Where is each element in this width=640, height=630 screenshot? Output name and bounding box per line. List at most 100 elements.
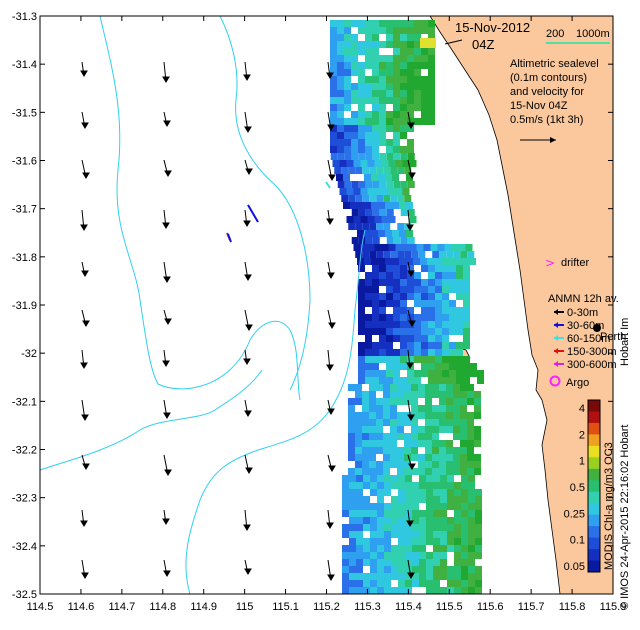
velocity-arrow xyxy=(327,399,335,415)
chl-pixel xyxy=(398,580,405,587)
velocity-arrows xyxy=(80,61,416,581)
chl-pixel xyxy=(330,146,337,153)
chl-pixel xyxy=(349,573,356,580)
chl-pixel xyxy=(358,97,365,104)
chl-pixel xyxy=(337,104,344,111)
colorbar-segment xyxy=(588,445,600,458)
chl-pixel xyxy=(379,335,386,342)
chl-pixel xyxy=(363,503,370,510)
chl-pixel xyxy=(362,447,369,454)
chl-pixel xyxy=(369,426,376,433)
chl-pixel xyxy=(393,300,400,307)
chl-pixel xyxy=(419,538,426,545)
chl-pixel xyxy=(372,125,379,132)
chl-pixel xyxy=(356,559,363,566)
chl-pixel xyxy=(461,489,468,496)
chl-pixel xyxy=(418,440,425,447)
chl-pixel xyxy=(346,160,354,167)
chl-pixel xyxy=(393,153,401,160)
chl-pixel xyxy=(407,76,414,83)
chl-pixel xyxy=(358,62,365,69)
colorbar-label: MODIS Chl-a mg/m3 OC3 xyxy=(603,442,615,570)
chl-pixel xyxy=(355,440,362,447)
chl-pixel xyxy=(393,104,400,111)
chl-pixel xyxy=(349,489,356,496)
chl-pixel xyxy=(407,104,414,111)
velocity-arrow xyxy=(327,454,336,472)
chl-pixel xyxy=(356,545,363,552)
chl-pixel xyxy=(468,496,475,503)
chl-pixel xyxy=(405,503,412,510)
chl-pixel xyxy=(475,552,482,559)
chl-pixel xyxy=(468,545,475,552)
chl-pixel xyxy=(365,321,372,328)
velocity-arrow xyxy=(81,159,90,179)
chl-pixel xyxy=(421,111,428,118)
argo-icon xyxy=(549,375,561,387)
chl-pixel xyxy=(439,391,446,398)
chl-pixel xyxy=(379,90,386,97)
chl-pixel xyxy=(369,447,376,454)
chl-pixel xyxy=(376,384,383,391)
chl-pixel xyxy=(384,566,391,573)
chl-pixel xyxy=(369,391,376,398)
chl-pixel xyxy=(398,531,405,538)
velocity-arrow xyxy=(81,111,89,129)
chl-pixel xyxy=(356,510,363,517)
chl-pixel xyxy=(369,384,376,391)
chl-pixel xyxy=(384,573,391,580)
anmn-label: 60-150m xyxy=(567,333,610,345)
chl-pixel xyxy=(356,524,363,531)
chl-pixel xyxy=(351,153,359,160)
velocity-arrow xyxy=(244,454,253,474)
chl-pixel xyxy=(428,293,435,300)
chl-pixel xyxy=(383,461,390,468)
chl-pixel xyxy=(463,265,470,272)
chl-pixel xyxy=(440,559,447,566)
chl-pixel xyxy=(388,188,396,195)
chl-pixel xyxy=(461,475,468,482)
chl-pixel xyxy=(421,118,428,125)
chl-pixel xyxy=(377,489,384,496)
chl-pixel xyxy=(475,496,482,503)
chl-pixel xyxy=(379,153,387,160)
chl-pixel xyxy=(456,279,463,286)
chl-pixel xyxy=(337,76,344,83)
contour-line xyxy=(185,229,366,595)
chl-pixel xyxy=(453,384,460,391)
velocity-arrow xyxy=(81,309,90,327)
chl-pixel xyxy=(385,230,392,237)
velocity-arrow xyxy=(406,349,414,369)
chl-pixel xyxy=(369,468,376,475)
chl-pixel xyxy=(358,69,365,76)
chl-pixel xyxy=(351,111,358,118)
chl-pixel xyxy=(376,251,384,258)
chl-pixel xyxy=(442,314,449,321)
chl-pixel xyxy=(442,293,449,300)
velocity-arrow xyxy=(81,559,89,579)
chl-pixel xyxy=(435,286,442,293)
chl-pixel xyxy=(349,510,356,517)
colorbar-tick-label: 0.25 xyxy=(564,508,585,520)
chl-pixel xyxy=(386,356,393,363)
chl-pixel xyxy=(419,489,426,496)
chl-pixel xyxy=(362,167,370,174)
x-tick-label: 115.7 xyxy=(518,601,545,613)
chl-pixel xyxy=(426,538,433,545)
chl-pixel xyxy=(407,335,414,342)
chl-pixel xyxy=(433,552,440,559)
chl-pixel xyxy=(393,181,401,188)
chl-pixel xyxy=(370,552,377,559)
chl-pixel xyxy=(404,391,411,398)
chl-pixel xyxy=(421,279,428,286)
chl-pixel xyxy=(435,363,442,370)
chl-pixel xyxy=(384,545,391,552)
chl-pixel xyxy=(348,440,355,447)
chl-pixel xyxy=(439,440,446,447)
chl-pixel xyxy=(433,482,440,489)
chl-pixel xyxy=(386,27,393,34)
chl-pixel xyxy=(369,440,376,447)
chl-pixel xyxy=(365,286,372,293)
chl-pixel xyxy=(468,587,475,594)
chl-pixel xyxy=(397,223,405,230)
